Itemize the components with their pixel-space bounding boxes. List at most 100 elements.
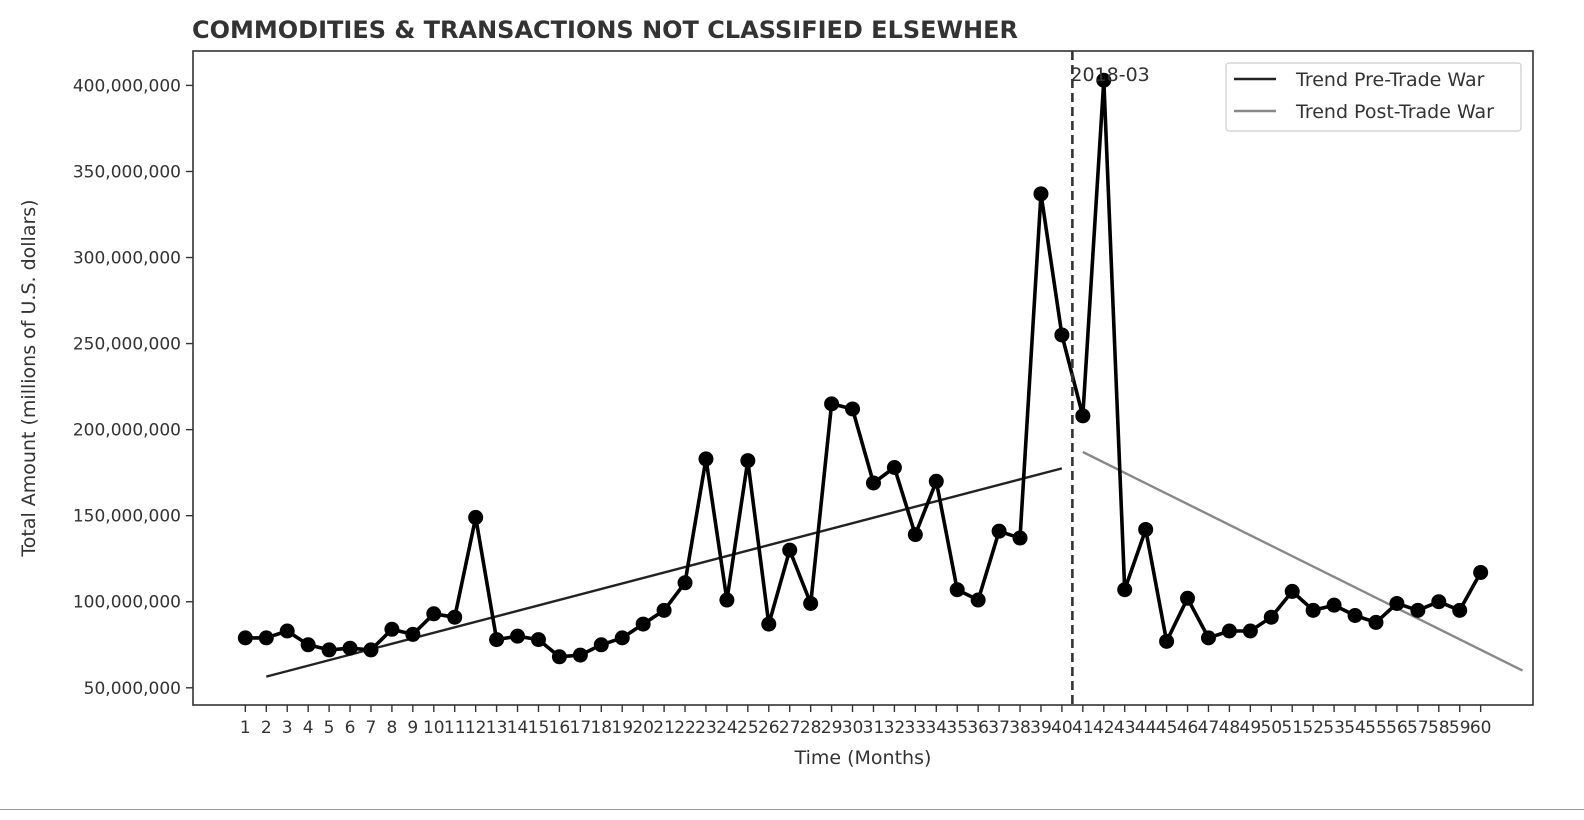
x-tick-label: 43 — [1114, 718, 1136, 738]
x-tick-label: 40 — [1051, 718, 1073, 738]
data-point — [405, 626, 421, 642]
data-point — [489, 632, 505, 648]
data-point — [1389, 595, 1405, 611]
x-tick-label: 41 — [1072, 718, 1094, 738]
y-tick-label: 400,000,000 — [73, 76, 181, 96]
x-tick-label: 18 — [590, 718, 612, 738]
data-point — [384, 621, 400, 637]
x-axis-label: Time (Months) — [794, 747, 932, 769]
x-tick-label: 59 — [1449, 718, 1471, 738]
x-tick-label: 44 — [1135, 718, 1157, 738]
data-point — [530, 632, 546, 648]
x-tick-label: 2 — [261, 718, 272, 738]
x-tick-label: 9 — [407, 718, 418, 738]
x-tick-label: 20 — [632, 718, 654, 738]
x-tick-label: 42 — [1093, 718, 1115, 738]
y-tick-label: 200,000,000 — [73, 421, 181, 441]
x-tick-label: 56 — [1386, 718, 1408, 738]
data-point — [1473, 564, 1489, 580]
x-tick-label: 46 — [1177, 718, 1199, 738]
x-tick-label: 11 — [444, 718, 466, 738]
x-tick-label: 10 — [423, 718, 445, 738]
data-point — [1368, 614, 1384, 630]
data-point — [572, 647, 588, 663]
data-point — [1117, 582, 1133, 598]
x-tick-label: 53 — [1323, 718, 1345, 738]
data-point — [803, 595, 819, 611]
x-tick-label: 49 — [1240, 718, 1262, 738]
legend-frame — [1225, 62, 1522, 132]
x-tick-label: 15 — [528, 718, 550, 738]
data-point — [1242, 623, 1258, 639]
data-point — [1221, 623, 1237, 639]
y-tick-label: 350,000,000 — [73, 162, 181, 182]
x-tick-label: 8 — [386, 718, 397, 738]
x-tick-label: 12 — [465, 718, 487, 738]
x-tick-label: 57 — [1407, 718, 1429, 738]
data-point — [1347, 608, 1363, 624]
x-tick-label: 13 — [486, 718, 508, 738]
x-tick-label: 23 — [695, 718, 717, 738]
x-tick-label: 5 — [324, 718, 335, 738]
data-point — [300, 637, 316, 653]
data-point — [824, 396, 840, 412]
data-point — [635, 616, 651, 632]
data-point — [970, 592, 986, 608]
data-point — [1180, 590, 1196, 606]
x-tick-label: 29 — [821, 718, 843, 738]
data-point — [991, 523, 1007, 539]
x-tick-label: 16 — [549, 718, 571, 738]
x-tick-label: 4 — [303, 718, 314, 738]
data-point — [1431, 594, 1447, 610]
x-tick-label: 58 — [1428, 718, 1450, 738]
x-tick-label: 3 — [282, 718, 293, 738]
data-point — [845, 401, 861, 417]
x-tick-label: 17 — [570, 718, 592, 738]
x-tick-label: 55 — [1365, 718, 1387, 738]
data-point — [1012, 530, 1028, 546]
y-tick-label: 250,000,000 — [73, 335, 181, 355]
x-tick-label: 32 — [884, 718, 906, 738]
y-tick-label: 50,000,000 — [84, 679, 181, 699]
x-tick-label: 54 — [1344, 718, 1366, 738]
chart-title: COMMODITIES & TRANSACTIONS NOT CLASSIFIE… — [192, 16, 1018, 44]
data-point — [1305, 602, 1321, 618]
x-tick-label: 14 — [507, 718, 529, 738]
plot-frame — [192, 50, 1534, 706]
x-axis: 1 2 3 4 5 6 7 8 9 10 11 12 13 14 15 16 17 18 19 20 21 22 23 24 2… — [240, 705, 1491, 738]
series-line — [245, 78, 1483, 659]
y-tick-label: 150,000,000 — [73, 507, 181, 527]
data-point — [1200, 630, 1216, 646]
data-point — [1096, 72, 1112, 88]
x-tick-label: 24 — [716, 718, 738, 738]
data-point — [321, 642, 337, 658]
trade-war-marker-label: 2018-03 — [1070, 64, 1149, 86]
bottom-divider — [0, 809, 1584, 810]
x-tick-label: 25 — [737, 718, 759, 738]
data-point — [342, 640, 358, 656]
data-point — [426, 606, 442, 622]
x-tick-label: 22 — [674, 718, 696, 738]
data-point — [1054, 327, 1070, 343]
data-point — [1326, 597, 1342, 613]
x-tick-label: 47 — [1198, 718, 1220, 738]
x-tick-label: 28 — [800, 718, 822, 738]
data-point — [782, 542, 798, 558]
x-tick-label: 21 — [653, 718, 675, 738]
x-tick-label: 7 — [366, 718, 377, 738]
data-point — [614, 630, 630, 646]
data-point — [1033, 186, 1049, 202]
data-point — [677, 575, 693, 591]
x-tick-label: 36 — [967, 718, 989, 738]
data-point — [551, 649, 567, 665]
data-point — [1263, 609, 1279, 625]
y-axis: 50,000,000 100,000,000 150,000,000 200,000,… — [73, 76, 193, 699]
data-point — [949, 582, 965, 598]
legend-label-pre-trend: Trend Pre-Trade War — [1295, 69, 1485, 91]
data-point — [1284, 583, 1300, 599]
x-tick-label: 51 — [1281, 718, 1303, 738]
data-point — [237, 630, 253, 646]
x-tick-label: 39 — [1030, 718, 1052, 738]
data-point — [1159, 633, 1175, 649]
